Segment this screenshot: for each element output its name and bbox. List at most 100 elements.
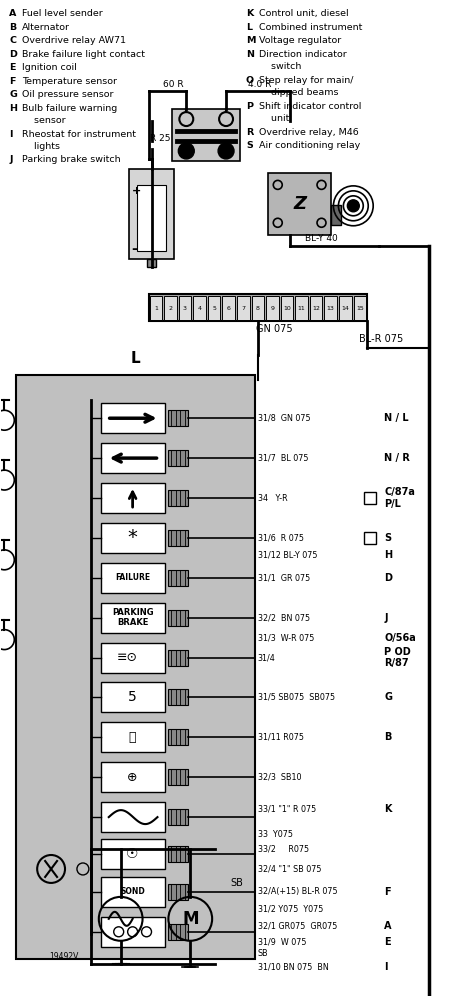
Text: 8: 8 — [256, 306, 260, 311]
Bar — [168, 610, 188, 626]
Text: BL-Y 40: BL-Y 40 — [305, 233, 337, 242]
Text: S: S — [384, 532, 391, 543]
Bar — [101, 683, 165, 713]
Text: D: D — [384, 573, 392, 583]
Bar — [168, 530, 188, 546]
Bar — [146, 258, 156, 266]
Bar — [168, 884, 188, 900]
Text: Fuel level sender: Fuel level sender — [22, 9, 103, 18]
Bar — [16, 375, 255, 959]
Bar — [252, 295, 264, 319]
Text: J: J — [384, 613, 388, 623]
Text: R: R — [246, 128, 253, 137]
Text: Step relay for main/: Step relay for main/ — [259, 76, 354, 85]
Text: I: I — [9, 130, 13, 139]
Bar — [168, 810, 188, 826]
Text: O/56a: O/56a — [384, 633, 416, 643]
Text: 32/2  BN 075: 32/2 BN 075 — [258, 613, 310, 622]
Text: 4: 4 — [198, 306, 201, 311]
Bar — [281, 295, 293, 319]
Text: 19492V: 19492V — [49, 952, 79, 961]
Bar — [101, 763, 165, 793]
Bar — [168, 924, 188, 940]
Bar — [339, 295, 352, 319]
Text: 31/9  W 075: 31/9 W 075 — [258, 937, 306, 946]
Text: A: A — [384, 921, 392, 931]
Text: Overdrive relay AW71: Overdrive relay AW71 — [22, 36, 126, 45]
Text: Parking brake switch: Parking brake switch — [22, 156, 121, 165]
Text: F: F — [9, 77, 16, 86]
Text: Air conditioning relay: Air conditioning relay — [259, 141, 360, 150]
Bar — [168, 846, 188, 862]
Text: I: I — [384, 962, 388, 972]
Text: 31/1  GR 075: 31/1 GR 075 — [258, 573, 310, 582]
Bar — [168, 450, 188, 466]
Text: 60 R: 60 R — [164, 80, 184, 89]
Circle shape — [178, 143, 194, 159]
Text: ≡⊙: ≡⊙ — [117, 651, 138, 664]
Text: 10: 10 — [283, 306, 291, 311]
Text: unit: unit — [259, 114, 289, 123]
Text: M: M — [246, 36, 255, 45]
Bar — [237, 295, 250, 319]
Text: N: N — [246, 50, 254, 59]
Text: 4.0 R: 4.0 R — [248, 80, 271, 89]
Text: G: G — [9, 90, 17, 99]
Text: 1: 1 — [154, 306, 158, 311]
Text: 32/3  SB10: 32/3 SB10 — [258, 773, 301, 782]
Bar — [137, 184, 166, 250]
Text: *: * — [128, 528, 137, 547]
Text: P OD
R/87: P OD R/87 — [384, 647, 411, 668]
Text: Alternator: Alternator — [22, 23, 70, 32]
Text: 12: 12 — [312, 306, 320, 311]
Text: F: F — [384, 887, 391, 897]
Text: dipped beams: dipped beams — [259, 88, 338, 97]
Bar — [168, 650, 188, 666]
Bar — [168, 570, 188, 586]
Text: Overdrive relay, M46: Overdrive relay, M46 — [259, 128, 359, 137]
Bar — [101, 443, 165, 473]
Bar — [168, 490, 188, 506]
Text: 6: 6 — [227, 306, 231, 311]
Text: D: D — [9, 50, 17, 59]
Text: Brake failure light contact: Brake failure light contact — [22, 50, 145, 59]
Text: 13: 13 — [327, 306, 335, 311]
Text: +: + — [132, 185, 141, 195]
Bar — [168, 730, 188, 746]
Text: S: S — [246, 141, 253, 150]
Text: SOND: SOND — [120, 887, 145, 896]
Text: 2: 2 — [168, 306, 173, 311]
Bar — [101, 917, 165, 947]
Bar — [164, 295, 177, 319]
Text: K: K — [246, 9, 253, 18]
Text: 7: 7 — [241, 306, 246, 311]
Bar — [148, 293, 367, 321]
Bar — [101, 839, 165, 869]
Bar — [222, 295, 235, 319]
Bar — [168, 770, 188, 786]
Text: Direction indicator: Direction indicator — [259, 50, 346, 59]
Text: Oil pressure sensor: Oil pressure sensor — [22, 90, 114, 99]
Text: N / R: N / R — [384, 453, 410, 464]
Bar — [364, 532, 376, 544]
Text: 31/3  W-R 075: 31/3 W-R 075 — [258, 633, 314, 642]
Text: ☉: ☉ — [127, 847, 139, 861]
Text: N / L: N / L — [384, 413, 409, 423]
Text: Rheostat for instrument: Rheostat for instrument — [22, 130, 136, 139]
Bar — [101, 483, 165, 513]
Text: Shift indicator control: Shift indicator control — [259, 102, 361, 111]
Text: 5: 5 — [128, 691, 137, 705]
Text: Z: Z — [293, 194, 306, 212]
Text: L: L — [246, 23, 252, 32]
Text: A: A — [9, 9, 17, 18]
Bar — [331, 204, 341, 224]
Bar — [168, 410, 188, 426]
Text: 5: 5 — [212, 306, 216, 311]
Text: 31/5 SB075  SB075: 31/5 SB075 SB075 — [258, 693, 335, 702]
Text: 33/2     R075: 33/2 R075 — [258, 844, 309, 853]
Text: O: O — [246, 76, 254, 85]
Text: C: C — [9, 36, 16, 45]
Bar — [179, 295, 191, 319]
Circle shape — [347, 199, 359, 211]
Circle shape — [218, 143, 234, 159]
